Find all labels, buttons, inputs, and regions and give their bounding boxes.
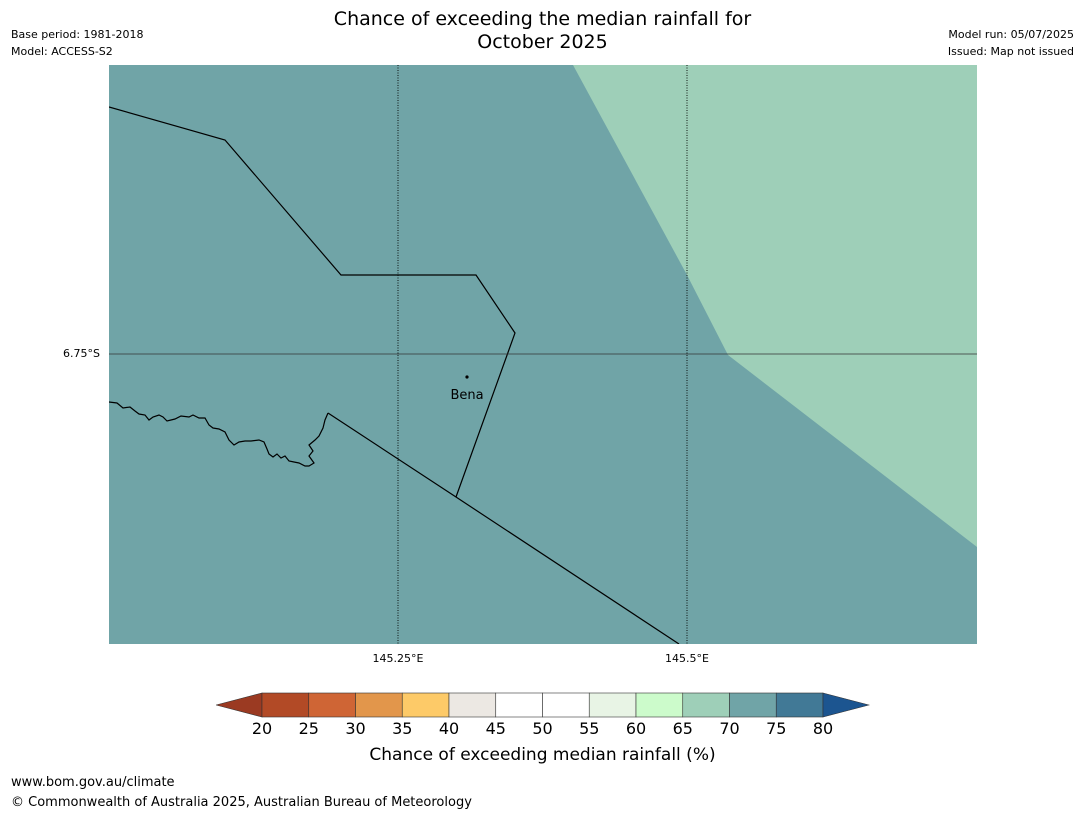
footer-url: www.bom.gov.au/climate [11, 775, 175, 790]
meta-left: Base period: 1981-2018 Model: ACCESS-S2 [11, 26, 143, 60]
issued-status: Issued: Map not issued [947, 45, 1074, 58]
colorbar-tick-label: 25 [298, 719, 319, 738]
title-line-2: October 2025 [477, 31, 608, 53]
place-label-bena: Bena [450, 388, 484, 403]
lat-label: 6.75°S [63, 347, 100, 360]
colorbar-tick-label: 55 [579, 719, 600, 738]
colorbar-tick-label: 80 [812, 719, 834, 738]
colorbar-tick-label: 40 [438, 719, 460, 738]
colorbar-segment [542, 692, 590, 718]
coastline [109, 401, 329, 467]
title-line-1: Chance of exceeding the median rainfall … [333, 8, 752, 30]
colorbar-segment [261, 692, 310, 718]
colorbar-segment [401, 692, 450, 718]
colorbar-segment [635, 692, 684, 718]
colorbar-tick-label: 20 [251, 719, 273, 738]
colorbar-segment [355, 692, 403, 718]
boundary-line [109, 106, 516, 498]
colorbar-tick-label: 30 [345, 719, 366, 738]
footer-copyright: © Commonwealth of Australia 2025, Austra… [11, 795, 472, 810]
colorbar-tick-label: 50 [532, 719, 553, 738]
colorbar-label: Chance of exceeding median rainfall (%) [369, 745, 716, 765]
colorbar-tick-label: 70 [719, 719, 740, 738]
colorbar-scale [214, 692, 871, 718]
colorbar-tick-label: 60 [625, 719, 647, 738]
colorbar-segment [448, 692, 497, 718]
colorbar-segment [775, 692, 824, 718]
zone-65-70 [573, 65, 977, 547]
colorbar-over-arrow [822, 692, 871, 718]
map-canvas [109, 65, 977, 644]
place-marker-bena [465, 375, 469, 379]
colorbar [214, 692, 871, 724]
forecast-map [109, 65, 977, 644]
colorbar-segment [588, 692, 637, 718]
lon-label-2: 145.5°E [665, 652, 709, 665]
colorbar-tick-label: 45 [485, 719, 506, 738]
model-name: Model: ACCESS-S2 [11, 45, 113, 58]
colorbar-tick-label: 35 [392, 719, 413, 738]
colorbar-segment [495, 692, 543, 718]
base-period: Base period: 1981-2018 [11, 28, 144, 41]
colorbar-segment [729, 692, 777, 718]
colorbar-segment [308, 692, 356, 718]
colorbar-tick-label: 65 [672, 719, 693, 738]
lon-label-1: 145.25°E [372, 652, 424, 665]
boundary-line [327, 412, 680, 644]
colorbar-under-arrow [214, 692, 263, 718]
colorbar-segment [682, 692, 730, 718]
colorbar-ticks: 20 25 30 35 40 45 50 55 60 65 70 75 80 [0, 719, 1085, 739]
model-run: Model run: 05/07/2025 [948, 28, 1074, 41]
meta-right: Model run: 05/07/2025 Issued: Map not is… [948, 26, 1074, 60]
map-title: Chance of exceeding the median rainfall … [0, 8, 1085, 54]
colorbar-tick-label: 75 [766, 719, 787, 738]
